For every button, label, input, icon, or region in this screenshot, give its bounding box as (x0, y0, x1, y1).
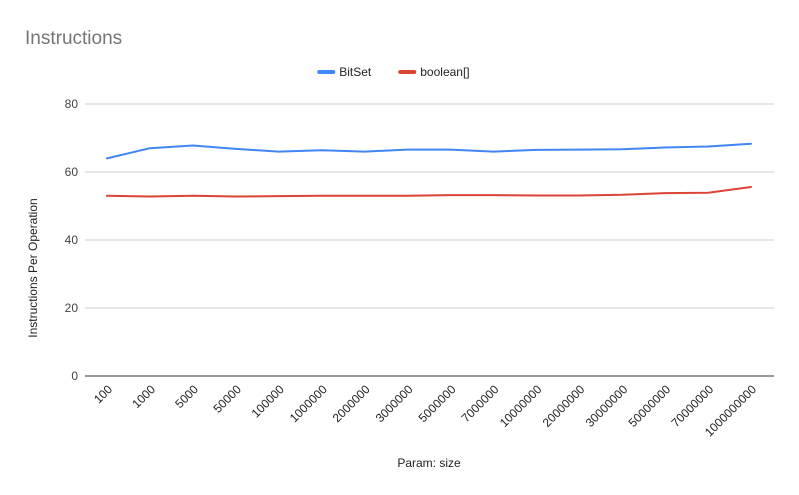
x-tick-label: 30000000 (583, 382, 631, 430)
legend: BitSet boolean[] (317, 65, 470, 79)
y-axis-ticks: 0 20 40 60 80 (65, 97, 79, 383)
x-tick-label: 10000000 (497, 382, 545, 430)
x-tick-label: 100 (91, 382, 115, 406)
y-tick-label: 20 (65, 301, 79, 315)
x-axis-label: Param: size (397, 456, 461, 470)
x-tick-label: 20000000 (540, 382, 588, 430)
series-line-bitset (106, 142, 752, 160)
x-tick-label: 3000000 (373, 382, 416, 425)
legend-label: BitSet (339, 65, 372, 79)
y-tick-label: 40 (65, 233, 79, 247)
x-tick-label: 5000 (172, 382, 201, 411)
x-axis-ticks: 100 1000 5000 50000 100000 1000000 2000000 3000… (91, 382, 759, 439)
x-tick-label: 1000 (129, 382, 158, 411)
series-line-boolean (106, 186, 752, 198)
x-tick-label: 100000 (249, 382, 287, 420)
x-tick-label: 2000000 (330, 382, 373, 425)
x-tick-label: 7000000 (459, 382, 502, 425)
series-lines (106, 142, 752, 198)
gridlines (85, 103, 774, 377)
x-tick-label: 1000000 (287, 382, 330, 425)
x-tick-label: 50000 (210, 382, 244, 416)
chart-title: Instructions (25, 28, 122, 49)
y-tick-label: 0 (71, 369, 78, 383)
x-tick-label: 5000000 (416, 382, 459, 425)
y-axis-label: Instructions Per Operation (26, 198, 40, 337)
y-tick-label: 60 (65, 165, 79, 179)
x-tick-label: 50000000 (626, 382, 674, 430)
y-tick-label: 80 (65, 97, 79, 111)
legend-label: boolean[] (420, 65, 469, 79)
